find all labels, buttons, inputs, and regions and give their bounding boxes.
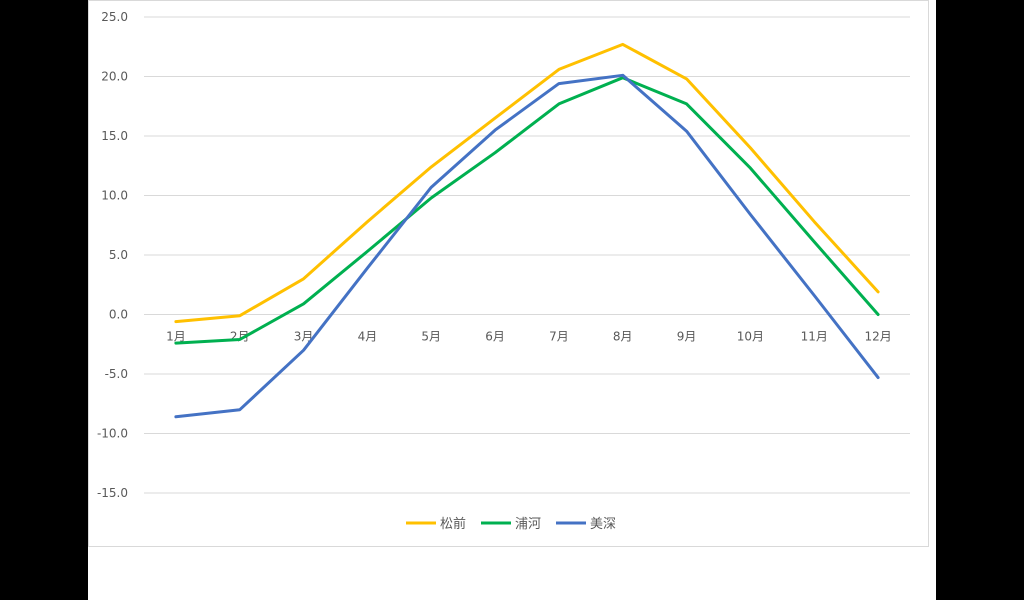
y-axis-ticks: 25.0 20.0 15.0 10.0 5.0 0.0 -5.0 -10.0 -15.0 [97, 10, 128, 500]
x-tick-label: 10月 [737, 330, 764, 344]
series-line [174, 42, 880, 324]
y-tick-label: -10.0 [97, 427, 128, 441]
y-tick-label: 5.0 [109, 248, 128, 262]
x-tick-label: 7月 [549, 330, 569, 344]
chart-area: 25.0 20.0 15.0 10.0 5.0 0.0 -5.0 -10.0 -15.0 1月 2… [88, 0, 936, 600]
x-tick-label: 6月 [485, 330, 505, 344]
y-tick-label: 10.0 [101, 189, 128, 203]
gridlines [144, 16, 910, 494]
y-tick-label: -5.0 [105, 367, 128, 381]
series-line [174, 76, 880, 345]
legend-label: 松前 [440, 516, 466, 532]
y-tick-label: 15.0 [101, 129, 128, 143]
x-tick-label: 4月 [358, 330, 378, 344]
y-tick-label: 0.0 [109, 308, 128, 322]
x-tick-label: 8月 [613, 330, 633, 344]
legend: 松前 浦河 美深 [406, 516, 616, 532]
x-axis-ticks: 1月 2月 3月 4月 5月 6月 7月 8月 9月 10月 11月 12月 [166, 330, 892, 344]
line-chart: 25.0 20.0 15.0 10.0 5.0 0.0 -5.0 -10.0 -15.0 1月 2… [88, 0, 929, 547]
x-tick-label: 5月 [421, 330, 441, 344]
x-tick-label: 3月 [294, 330, 314, 344]
x-tick-label: 9月 [677, 330, 697, 344]
x-tick-label: 12月 [864, 330, 891, 344]
chart-border [88, 0, 929, 547]
legend-label: 浦河 [515, 517, 541, 532]
series-lines [174, 42, 880, 419]
x-tick-label: 11月 [801, 330, 828, 344]
y-tick-label: 20.0 [101, 70, 128, 84]
legend-label: 美深 [590, 517, 616, 532]
series-line [174, 73, 880, 419]
y-tick-label: -15.0 [97, 486, 128, 500]
y-tick-label: 25.0 [101, 10, 128, 24]
x-tick-label: 1月 [166, 330, 186, 344]
